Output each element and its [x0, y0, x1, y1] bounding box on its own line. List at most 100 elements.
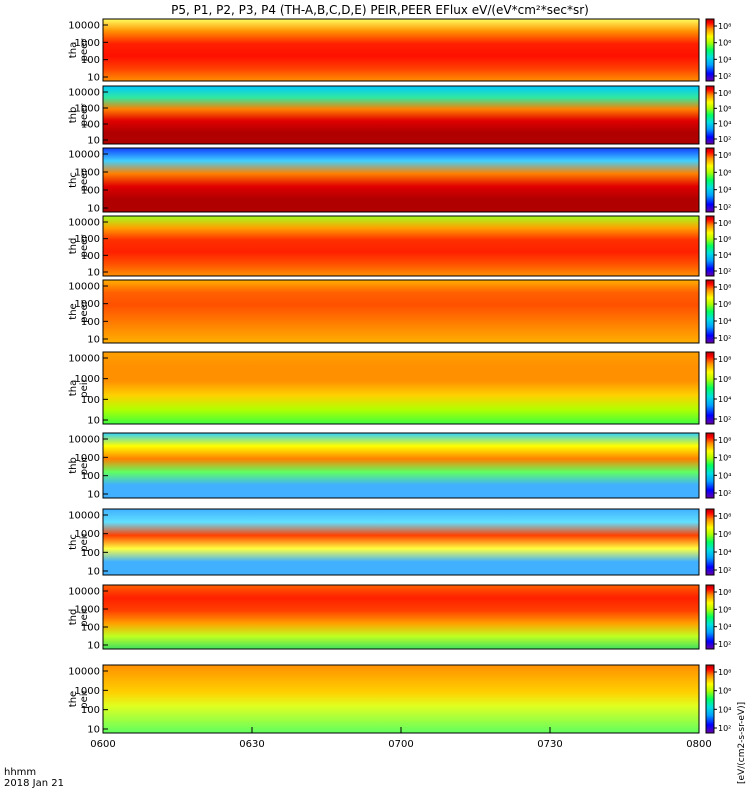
colorbar-thd_peer: 10² 10⁴ 10⁶ 10⁸: [705, 215, 731, 277]
colorbar-tick-label: 10⁴: [718, 623, 731, 632]
panel-label-probe: thb: [68, 107, 79, 124]
colorbar-tick-label: 10⁸: [718, 283, 731, 292]
spectrogram-tha_peir: [103, 352, 699, 424]
colorbar-tick-label: 10⁶: [718, 235, 731, 244]
y-tick-label: 10: [87, 335, 100, 346]
panel-thd_peer: 10 100 1000 10000 thd peer 10² 10⁴ 10⁶ 10⁸: [68, 215, 731, 279]
spectrogram-thc_peir: [103, 509, 699, 575]
panel-label-inst: peer: [79, 103, 90, 127]
y-tick-label: 10: [87, 73, 100, 84]
y-tick-label: 10000: [68, 587, 100, 598]
y-tick-label: 10: [87, 416, 100, 427]
y-tick-label: 10000: [68, 88, 100, 99]
y-tick-label: 10000: [68, 282, 100, 293]
colorbar-strip: [705, 85, 715, 145]
colorbar-tick-label: 10²: [718, 489, 731, 498]
panel-label-inst: peer: [79, 168, 90, 192]
spectrogram-tha_peer: [103, 19, 699, 81]
colorbar-thc_peir: 10² 10⁴ 10⁶ 10⁸: [705, 508, 731, 576]
colorbar-label: [eV/(cm2-s-sr-eV)]: [737, 702, 747, 784]
panel-thc_peir: 10 100 1000 10000 thc peir 10² 10⁴ 10⁶ 10⁸: [68, 508, 731, 578]
chart-title: P5, P1, P2, P3, P4 (TH-A,B,C,D,E) PEIR,P…: [171, 3, 589, 17]
colorbar-strip: [705, 147, 715, 213]
colorbar-thb_peer: 10² 10⁴ 10⁶ 10⁸: [705, 85, 731, 145]
y-tick-label: 10: [87, 567, 100, 578]
panel-frame: [102, 432, 700, 499]
colorbar-tick-label: 10⁸: [718, 219, 731, 228]
colorbar-tha_peer: 10² 10⁴ 10⁶ 10⁸: [705, 18, 731, 82]
panel-thb_peer: 10 100 1000 10000 thb peer 10² 10⁴ 10⁶ 10⁸: [68, 85, 731, 147]
panel-tha_peer: 10 100 1000 10000 tha peer 10² 10⁴ 10⁶ 10⁸: [68, 18, 731, 84]
colorbar-tick-label: 10²: [718, 203, 731, 212]
colorbar-strip: [705, 584, 715, 650]
y-tick-label: 1000: [75, 168, 100, 179]
panel-thd_peir: 10 100 1000 10000 thd peir 10² 10⁴ 10⁶ 10⁸: [68, 584, 731, 652]
panel-thb_peir: 10 100 1000 10000 thb peir 10² 10⁴ 10⁶ 10⁸: [68, 432, 731, 501]
y-tick-label: 10: [87, 641, 100, 652]
colorbar-thd_peir: 10² 10⁴ 10⁶ 10⁸: [705, 584, 731, 650]
spectrogram-thd_peir: [103, 585, 699, 649]
panel-label-probe: the: [68, 691, 79, 707]
colorbar-tick-label: 10⁸: [718, 89, 731, 98]
panel-label-probe: the: [68, 303, 79, 319]
panels: 10 100 1000 10000 tha peer 10² 10⁴ 10⁶ 10⁸ 10 100 10…: [68, 18, 731, 736]
panel-frame: [102, 279, 700, 344]
colorbar-tick-label: 10²: [718, 334, 731, 343]
colorbar-tha_peir: 10² 10⁴ 10⁶ 10⁸: [705, 351, 731, 425]
x-tick-label: 0800: [686, 739, 711, 750]
colorbar-strip: [705, 215, 715, 277]
y-tick-label: 1000: [75, 605, 100, 616]
y-tick-label: 1000: [75, 374, 100, 385]
y-tick-label: 1000: [75, 453, 100, 464]
y-tick-label: 10000: [68, 218, 100, 229]
y-tick-label: 100: [81, 471, 100, 482]
y-tick-label: 1000: [75, 104, 100, 115]
panel-frame: [102, 508, 700, 576]
panel-frame: [102, 18, 700, 82]
colorbar-strip: [705, 18, 715, 82]
panel-label-inst: peir: [79, 455, 90, 475]
colorbar-tick-label: 10⁸: [718, 512, 731, 521]
colorbar-tick-label: 10⁴: [718, 705, 731, 714]
colorbar-tick-label: 10⁸: [718, 355, 731, 364]
colorbar-thb_peir: 10² 10⁴ 10⁶ 10⁸: [705, 432, 731, 499]
colorbar-tick-label: 10²: [718, 267, 731, 276]
colorbar-tick-label: 10²: [718, 72, 731, 81]
colorbar-tick-label: 10⁴: [718, 548, 731, 557]
colorbar-tick-label: 10⁶: [718, 530, 731, 539]
colorbar-tick-label: 10⁸: [718, 151, 731, 160]
colorbar-strip: [705, 432, 715, 499]
colorbar-tick-label: 10⁴: [718, 395, 731, 404]
panel-label-probe: thb: [68, 457, 79, 474]
colorbar-tick-label: 10⁶: [718, 605, 731, 614]
panel-label-inst: peir: [79, 377, 90, 397]
panel-frame: [102, 85, 700, 145]
colorbar-tick-label: 10⁸: [718, 22, 731, 31]
y-tick-label: 100: [81, 395, 100, 406]
x-tick-label: 0630: [239, 739, 264, 750]
colorbar-tick-label: 10⁴: [718, 317, 731, 326]
colorbar-strip: [705, 508, 715, 576]
colorbar-tick-label: 10²: [718, 566, 731, 575]
colorbar-thc_peer: 10² 10⁴ 10⁶ 10⁸: [705, 147, 731, 213]
colorbar-tick-label: 10⁶: [718, 687, 731, 696]
panel-frame: [102, 584, 700, 650]
x-tick-label: 0700: [388, 739, 413, 750]
panel-label-inst: peer: [79, 234, 90, 258]
spectrogram-the_peir: [103, 665, 699, 733]
colorbar-tick-label: 10²: [718, 640, 731, 649]
panel-label-probe: thd: [68, 238, 79, 255]
y-tick-label: 10000: [68, 150, 100, 161]
panel-label-inst: peir: [79, 531, 90, 551]
panel-label-inst: peir: [79, 688, 90, 708]
colorbar-strip: [705, 279, 715, 344]
y-tick-label: 100: [81, 251, 100, 262]
colorbar-tick-label: 10⁴: [718, 251, 731, 260]
colorbar-tick-label: 10⁶: [718, 168, 731, 177]
y-tick-label: 10: [87, 725, 100, 736]
panel-label-probe: tha: [68, 42, 79, 58]
spectrogram-thb_peer: [103, 86, 699, 144]
y-tick-label: 10: [87, 204, 100, 215]
colorbar-tick-label: 10⁸: [718, 436, 731, 445]
colorbar-tick-label: 10⁴: [718, 55, 731, 64]
